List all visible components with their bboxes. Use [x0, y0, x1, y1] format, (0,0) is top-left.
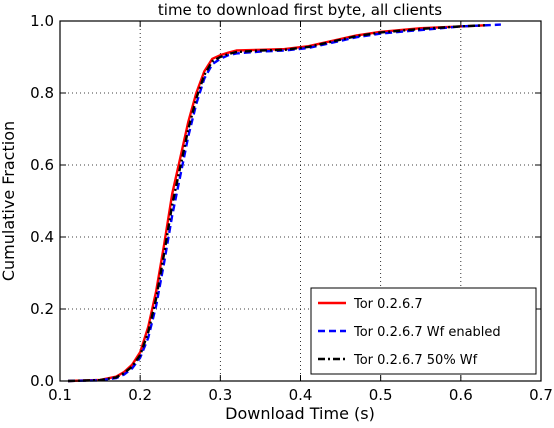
x-tick-label: 0.2	[128, 386, 152, 404]
y-axis-label: Cumulative Fraction	[0, 121, 18, 281]
y-tick-label: 0.0	[30, 372, 54, 390]
legend-label-1: Tor 0.2.6.7	[353, 297, 423, 312]
plot-lines	[67, 23, 501, 383]
x-axis-label: Download Time (s)	[225, 404, 375, 423]
y-tick-label: 0.8	[30, 84, 54, 102]
y-tick-label: 0.4	[30, 228, 54, 246]
x-tick-label: 0.1	[48, 386, 72, 404]
axis-ticks	[59, 20, 542, 382]
chart-title: time to download first byte, all clients	[158, 1, 442, 19]
legend-label-2: Tor 0.2.6.7 Wf enabled	[353, 325, 501, 340]
x-tick-label: 0.5	[369, 386, 393, 404]
x-tick-labels: 0.1 0.2 0.3 0.4 0.5 0.6 0.7	[48, 386, 553, 404]
legend: Tor 0.2.6.7 Tor 0.2.6.7 Wf enabled Tor 0.2…	[310, 287, 537, 375]
legend-label-3: Tor 0.2.6.7 50% Wf	[353, 353, 478, 368]
legend-frame	[310, 287, 537, 375]
y-tick-label: 0.6	[30, 156, 54, 174]
x-tick-label: 0.7	[529, 386, 553, 404]
x-tick-label: 0.6	[449, 386, 473, 404]
y-tick-labels: 0.0 0.2 0.4 0.6 0.8 1.0	[30, 12, 54, 390]
y-tick-label: 1.0	[30, 12, 54, 30]
x-tick-label: 0.3	[208, 386, 232, 404]
x-tick-label: 0.4	[289, 386, 313, 404]
y-tick-label: 0.2	[30, 300, 54, 318]
